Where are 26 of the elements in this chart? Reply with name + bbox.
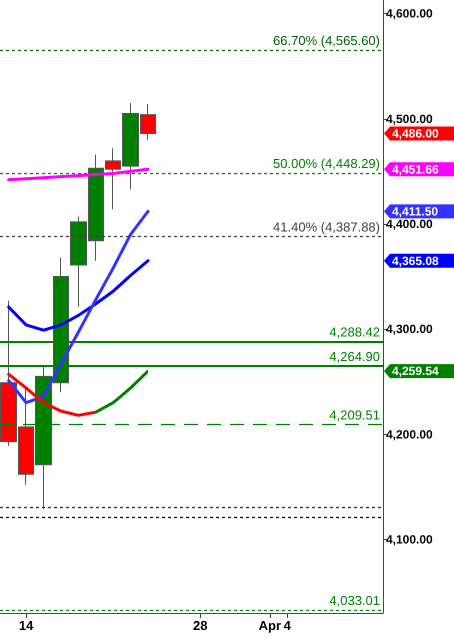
y-tick-label: 4,400.00 [386, 216, 434, 231]
ref-line-label: 41.40% (4,387.88) [273, 220, 380, 235]
text: 4,486.00 [392, 126, 440, 141]
x-tick-label: 14 [18, 618, 34, 633]
text: 4,259.54 [392, 364, 440, 378]
line-series [7, 370, 150, 417]
text: 4,365.08 [392, 254, 440, 268]
y-tick-label: 4,500.00 [386, 112, 434, 126]
x-tick-label: Apr [258, 618, 282, 633]
line-series [7, 210, 150, 404]
line-series [7, 168, 150, 182]
x-tick-label: 4 [284, 618, 292, 633]
y-tick-label: 4,200.00 [386, 427, 434, 442]
text: 4,451.66 [392, 162, 440, 176]
y-tick-label: 4,100.00 [386, 532, 434, 546]
ref-line-label: 4,033.01 [329, 592, 380, 608]
y-tick-label: 4,600.00 [386, 6, 434, 21]
y-tick-label: 4,300.00 [386, 322, 434, 336]
line-series [7, 259, 150, 332]
text: 4,411.50 [392, 204, 438, 218]
ref-line-label: 4,264.90 [329, 349, 380, 364]
ref-line-label: 4,288.42 [329, 324, 380, 340]
x-tick-label: 28 [192, 618, 208, 633]
ref-line-label: 66.70% (4,565.60) [273, 32, 380, 48]
ref-line-label: 4,209.51 [329, 407, 380, 422]
ref-line-label: 50.00% (4,448.29) [273, 156, 380, 172]
